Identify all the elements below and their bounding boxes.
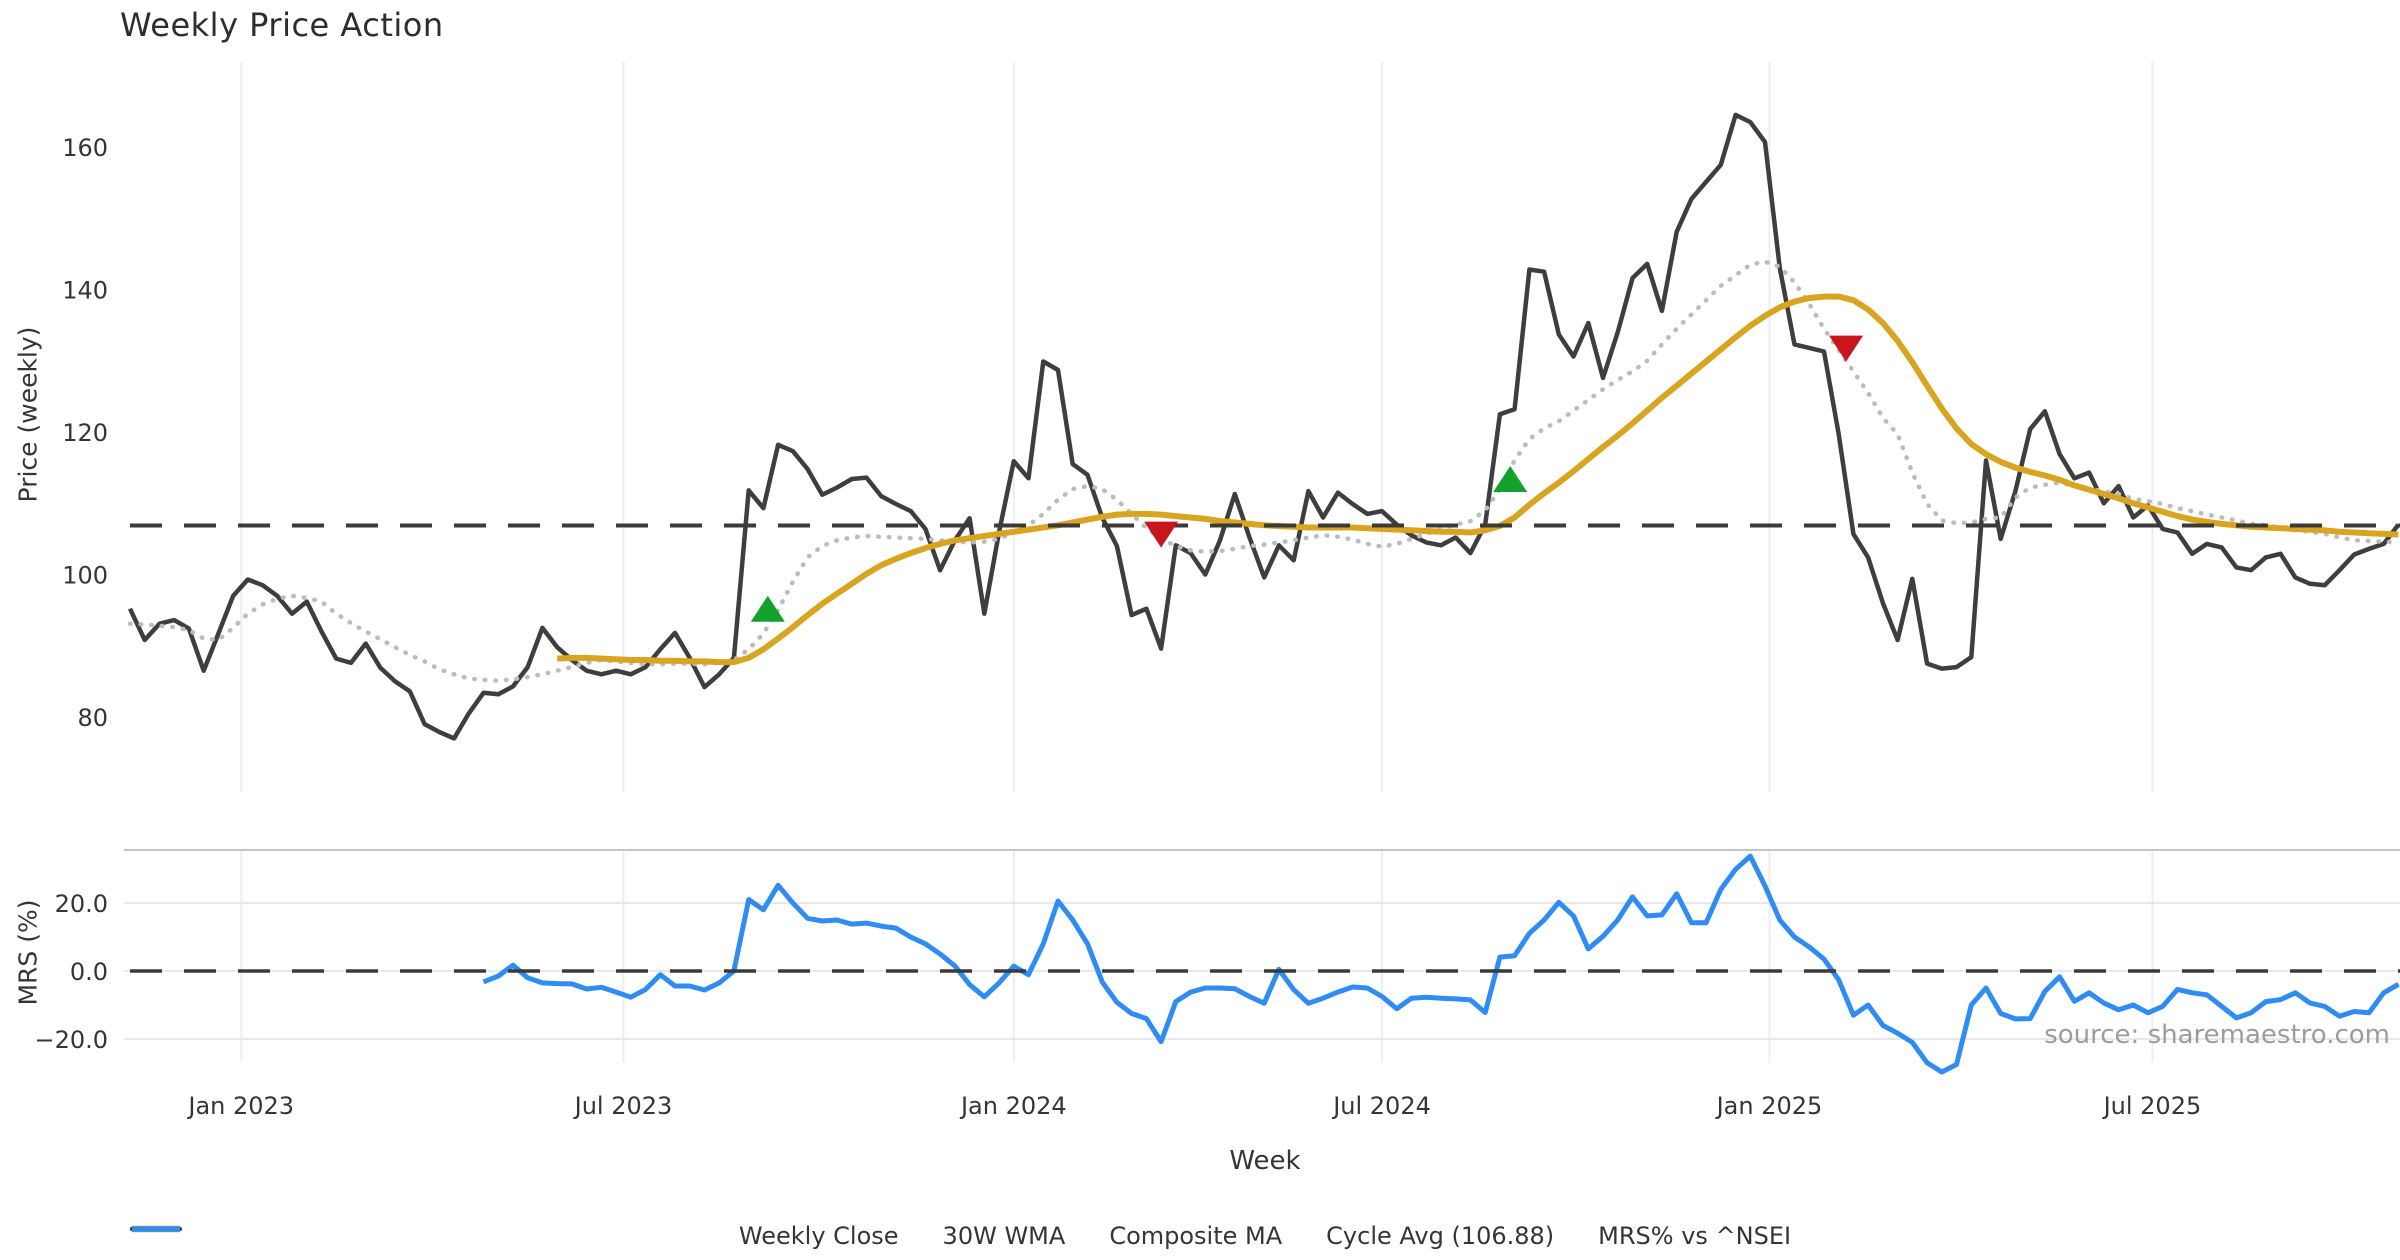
mrs-ytick-0: 20.0 [55, 890, 108, 918]
chart-title: Weekly Price Action [120, 6, 444, 44]
legend-label: Composite MA [1109, 1222, 1283, 1250]
xtick-jan-2024: Jan 2024 [959, 1092, 1067, 1120]
price-axis-title: Price (weekly) [13, 326, 43, 503]
sell-marker-1 [1144, 521, 1179, 548]
mrs-ytick-1: 0.0 [70, 958, 108, 986]
legend-item-cycle-avg-106-88-: Cycle Avg (106.88) [130, 1222, 1555, 1250]
price-ytick-160: 160 [62, 134, 108, 162]
legend-item-mrs-vs-nsei: MRS% vs ^NSEI [132, 1222, 1792, 1250]
x-axis-title: Week [1229, 1146, 1301, 1176]
xtick-jul-2024: Jul 2024 [1331, 1092, 1431, 1120]
price-ytick-120: 120 [62, 419, 108, 447]
legend-label: 30W WMA [942, 1222, 1066, 1250]
xtick-jul-2025: Jul 2025 [2102, 1092, 2202, 1120]
price-ytick-100: 100 [62, 562, 108, 590]
series-composite-ma [127, 259, 2400, 683]
xtick-jul-2023: Jul 2023 [573, 1092, 673, 1120]
series-mrs-vs-nsei [482, 853, 2400, 1075]
chart-legend: Weekly Close 30W WMA Composite MA Cycle Avg… [130, 1222, 2400, 1250]
buy-marker-0 [750, 595, 785, 622]
legend-label: Cycle Avg (106.88) [1326, 1222, 1555, 1250]
legend-swatch [132, 1226, 180, 1232]
series-weekly-close [127, 112, 2400, 741]
mrs-ytick-2: −20.0 [34, 1026, 108, 1054]
price-ytick-140: 140 [62, 277, 108, 305]
legend-label: Weekly Close [738, 1222, 899, 1250]
mrs-axis-title: MRS (%) [13, 899, 43, 1006]
sell-marker-3 [1829, 335, 1864, 362]
legend-item-composite-ma: Composite MA [130, 1222, 1283, 1250]
buy-marker-2 [1493, 466, 1528, 493]
source-watermark: source: sharemaestro.com [2044, 1020, 2390, 1050]
legend-label: MRS% vs ^NSEI [1598, 1222, 1792, 1250]
xtick-jan-2025: Jan 2025 [1715, 1092, 1823, 1120]
legend-item-30w-wma: 30W WMA [132, 1222, 1066, 1250]
series-30w-wma [557, 293, 2399, 666]
xtick-jan-2023: Jan 2023 [186, 1092, 294, 1120]
price-ytick-80: 80 [77, 704, 108, 732]
legend-item-weekly-close: Weekly Close [132, 1222, 899, 1250]
